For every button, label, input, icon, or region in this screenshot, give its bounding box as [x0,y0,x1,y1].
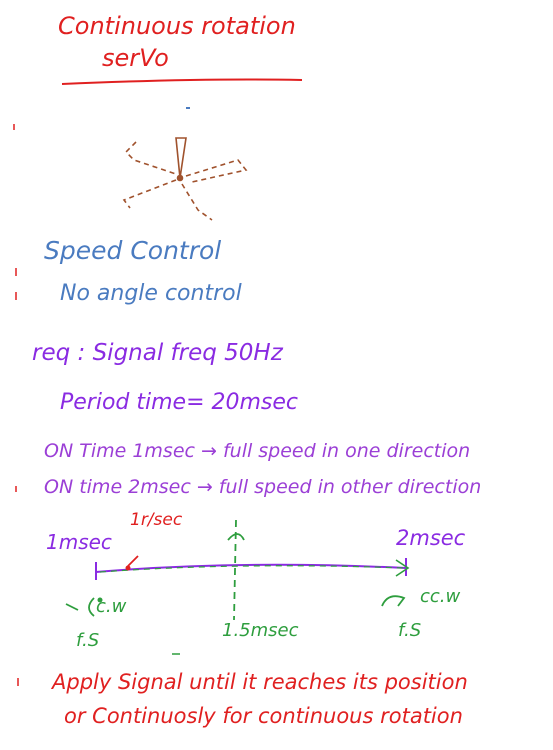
cw-dot [97,597,103,603]
arrow-1rsec [127,555,139,567]
label-fs-right: f.S [398,620,422,641]
tick-middle [233,519,237,621]
label-fs-left: f.S [76,630,100,651]
signal-requirement: req : Signal freq 50Hz [32,340,283,366]
timeline-dash [99,565,405,573]
ccw-arrow [381,595,406,607]
label-1ms: 1msec [46,530,112,554]
title-line-1: Continuous rotation [58,12,296,40]
period-time: Period time= 20msec [60,390,299,415]
right-arrow-mark [395,559,410,577]
label-rsec: 1r/sec [130,510,183,530]
footer-line-1: Apply Signal until it reaches its positi… [52,670,468,694]
middle-rotation-arrow [227,533,245,541]
no-angle-control-note: No angle control [60,281,242,306]
label-2ms: 2msec [396,526,466,550]
title-line-2: serVo [102,44,169,72]
timeline-line [95,563,407,573]
on-time-1ms: ON Time 1msec → full speed in one direct… [44,440,471,462]
title-underline [61,78,303,85]
timing-diagram [65,519,410,655]
cw-arrow [65,597,95,617]
label-1-5ms: 1.5msec [222,620,299,641]
marker-left [125,565,131,571]
footer-line-2: or Continuosly for continuous rotation [64,704,463,728]
speed-control-note: Speed Control [44,236,222,265]
servo-horn-sketch [122,137,248,221]
label-ccw: cc.w [420,586,461,607]
on-time-2ms: ON time 2msec → full speed in other dire… [44,476,482,498]
label-cw: c.w [96,596,127,617]
